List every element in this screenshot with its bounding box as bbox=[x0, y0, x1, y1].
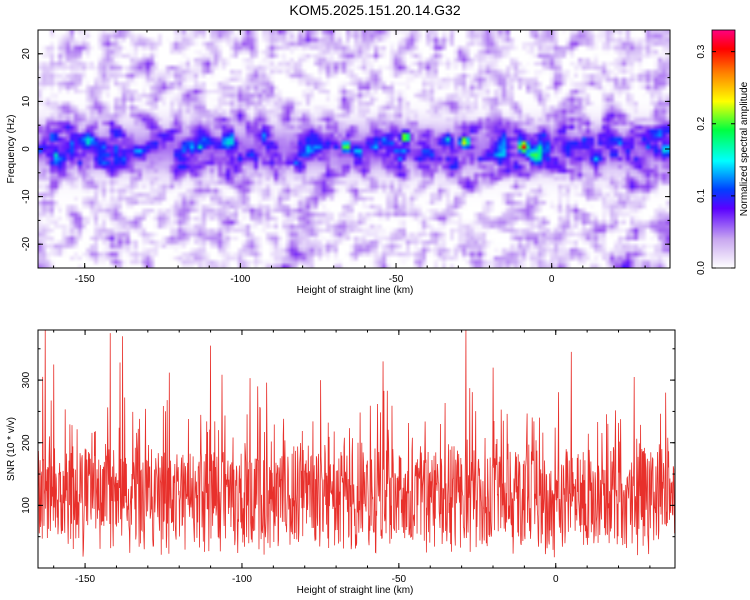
top-y-tick-label: -10 bbox=[21, 189, 32, 204]
colorbar-tick-label: 0.3 bbox=[696, 44, 707, 58]
colorbar-tick-label: 0.2 bbox=[696, 116, 707, 130]
top-x-tick-label: -100 bbox=[230, 274, 250, 285]
bottom-y-tick-label: 300 bbox=[21, 371, 32, 388]
page-title: KOM5.2025.151.20.14.G32 bbox=[289, 2, 461, 18]
spectrogram-heatmap bbox=[38, 30, 670, 268]
snr-panel: -150 -100 -50 0 300 200 100 Height of straigh… bbox=[6, 329, 676, 596]
colorbar-tick-label: 0.1 bbox=[696, 188, 707, 202]
bottom-y-axis-label: SNR (10 * v/v) bbox=[6, 417, 17, 481]
bottom-y-axis-ticks: 300 200 100 bbox=[21, 348, 675, 538]
bottom-y-tick-label: 200 bbox=[21, 434, 32, 451]
bottom-x-tick-label: -150 bbox=[75, 574, 95, 585]
bottom-x-tick-label: -50 bbox=[392, 574, 407, 585]
bottom-y-tick-label: 100 bbox=[21, 497, 32, 514]
top-x-axis-ticks: -150 -100 -50 0 bbox=[53, 30, 646, 285]
top-y-axis-label: Frequency (Hz) bbox=[6, 115, 17, 184]
colorbar: 0.3 0.2 0.1 0.0 Normalized spectral amplitu… bbox=[696, 29, 750, 275]
colorbar-ticks: 0.3 0.2 0.1 0.0 bbox=[696, 44, 735, 275]
bottom-x-axis-ticks: -150 -100 -50 0 bbox=[53, 330, 651, 585]
top-x-axis-label: Height of straight line (km) bbox=[297, 285, 414, 296]
heatmap-image bbox=[38, 30, 670, 268]
top-y-tick-label: 10 bbox=[21, 95, 32, 107]
top-y-tick-label: -20 bbox=[21, 237, 32, 252]
top-x-tick-label: -150 bbox=[75, 274, 95, 285]
bottom-x-tick-label: -100 bbox=[232, 574, 252, 585]
top-y-tick-label: 0 bbox=[21, 146, 32, 152]
snr-series-line bbox=[38, 330, 675, 558]
spectrogram-panel: -150 -100 -50 0 20 10 0 -10 -20 Height of strai… bbox=[6, 29, 671, 296]
colorbar-tick-label: 0.0 bbox=[696, 261, 707, 275]
top-x-tick-label: 0 bbox=[549, 274, 555, 285]
colorbar-label: Normalized spectral amplitude bbox=[739, 81, 750, 216]
top-x-tick-label: -50 bbox=[389, 274, 404, 285]
top-y-tick-label: 20 bbox=[21, 48, 32, 60]
top-y-axis-ticks: 20 10 0 -10 -20 bbox=[21, 29, 670, 269]
bottom-x-tick-label: 0 bbox=[553, 574, 559, 585]
bottom-x-axis-label: Height of straight line (km) bbox=[297, 585, 414, 596]
